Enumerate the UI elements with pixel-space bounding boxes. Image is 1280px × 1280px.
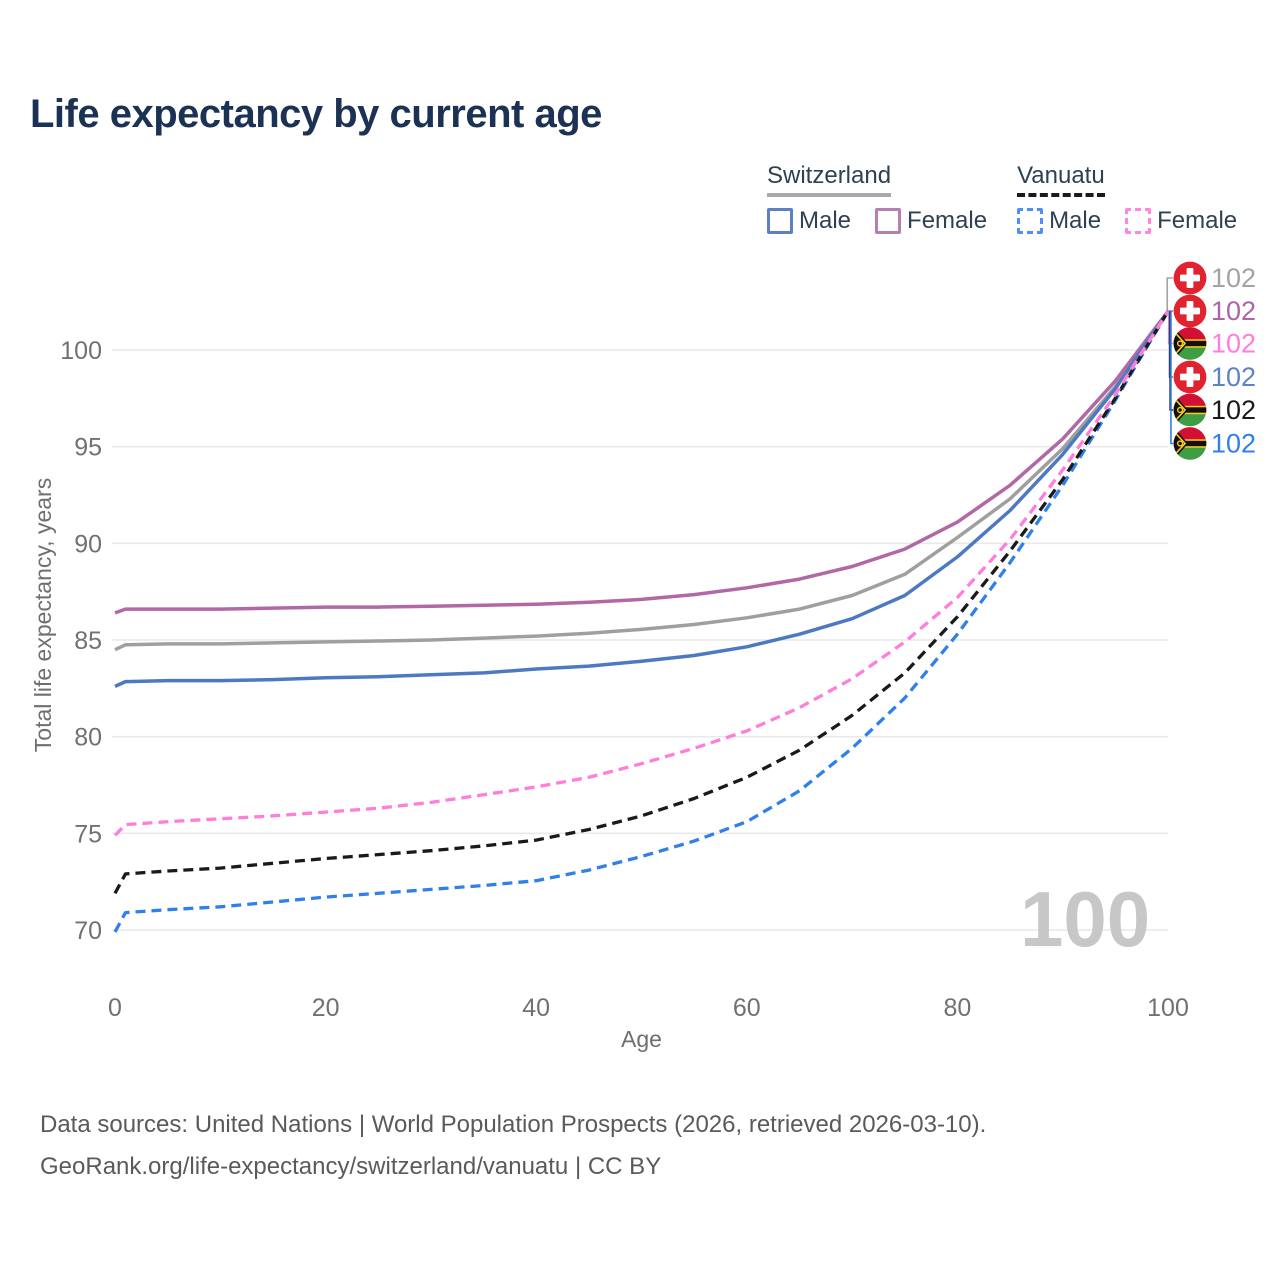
y-tick-label: 85 [74,627,102,655]
flag-emblem [1176,340,1184,347]
legend-item-vanuatu-male[interactable]: Male [1017,207,1101,235]
series-line-vanuatu-both-sexes- [113,310,1170,895]
legend-item-switzerland-male[interactable]: Male [767,207,851,235]
flag-yellow-chevron [1173,397,1187,423]
legend-item-vanuatu-female[interactable]: Female [1125,207,1237,235]
flag-emblem [1176,406,1184,414]
legend-items-row: Male Female [767,207,987,235]
flag-icon-switzerland [1173,360,1207,394]
legend-swatch-icon [1017,208,1044,234]
y-tick-label: 90 [74,530,102,558]
flag-emblem [1176,440,1184,447]
legend-country-label[interactable]: Vanuatu [1017,162,1105,197]
flag-icon-switzerland [1173,294,1207,328]
series-line-vanuatu-male [113,310,1170,933]
y-tick-label: 95 [74,434,102,462]
y-tick-label: 80 [74,724,102,752]
x-tick-label: 60 [733,994,761,1022]
leader-line [1166,277,1173,312]
end-label-value: 102 [1211,362,1256,392]
end-label-value: 102 [1211,429,1256,459]
flag-icon-vanuatu [1173,427,1207,460]
x-tick-label: 100 [1147,994,1189,1022]
age-counter-watermark: 100 [1020,875,1150,963]
end-label-value: 102 [1211,395,1256,425]
footer-data-sources: Data sources: United Nations | World Pop… [40,1111,987,1138]
flag-black-band [1173,440,1207,447]
end-label-value: 102 [1211,263,1256,293]
x-tick-label: 80 [943,994,971,1022]
leader-line [1170,311,1173,445]
y-tick-label: 70 [74,917,102,945]
footer: Data sources: United Nations | World Pop… [40,1104,986,1188]
x-axis-title: Age [621,1026,662,1052]
legend-item-switzerland-female[interactable]: Female [875,207,987,235]
x-tick-label: 40 [522,994,550,1022]
legend-item-label: Male [799,207,852,234]
series-line-switzerland-both-sexes- [114,310,1170,652]
y-tick-label: 75 [74,820,102,848]
flag-icon-switzerland [1173,261,1207,295]
flag-black-band [1173,340,1207,347]
legend: Switzerland Male Female Vanuatu Male Female [767,162,1237,235]
series-line-vanuatu-female [113,310,1170,837]
page-title: Life expectancy by current age [30,92,602,136]
legend-swatch-icon [875,208,902,234]
flag-yellow-chevron [1173,430,1187,457]
end-label-value: 102 [1211,296,1256,326]
legend-swatch-icon [767,208,793,234]
flag-icon-vanuatu [1173,393,1207,427]
legend-swatch-icon [1125,208,1152,234]
flag-yellow-chevron [1173,330,1187,357]
legend-group-vanuatu: Vanuatu Male Female [1017,162,1237,235]
legend-group-switzerland: Switzerland Male Female [767,162,987,235]
series-line-switzerland-female [114,310,1170,615]
flag-black-band [1173,407,1207,413]
cross-horizontal [1180,307,1200,315]
legend-item-label: Male [1049,207,1102,234]
x-tick-label: 0 [108,994,122,1022]
legend-items-row: Male Female [1017,207,1237,235]
flag-icon-vanuatu [1173,327,1207,360]
cross-horizontal [1180,274,1200,282]
end-label-value: 102 [1211,329,1256,359]
y-tick-label: 100 [60,337,102,365]
cross-horizontal [1180,373,1200,381]
x-tick-label: 20 [312,994,340,1022]
legend-item-label: Female [907,207,988,234]
footer-attribution: GeoRank.org/life-expectancy/switzerland/… [40,1153,662,1180]
series-line-switzerland-male [114,310,1170,688]
legend-item-label: Female [1157,207,1238,234]
legend-country-label[interactable]: Switzerland [767,162,892,197]
